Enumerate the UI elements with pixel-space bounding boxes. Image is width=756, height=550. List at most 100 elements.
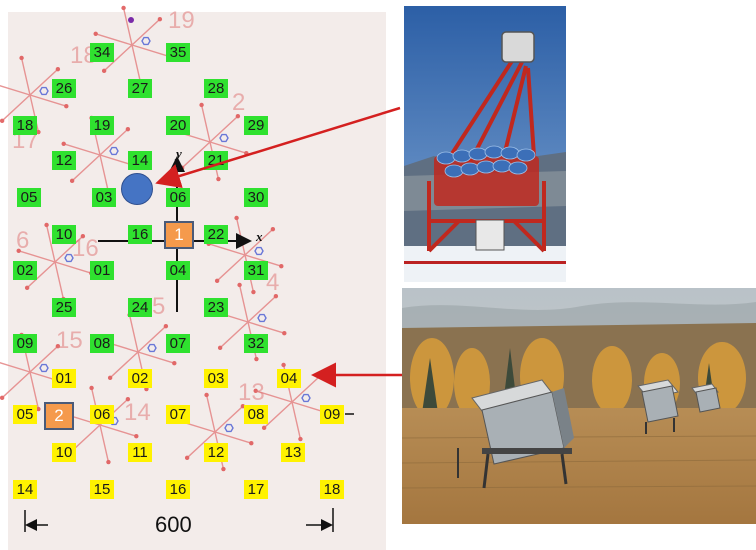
- green-station-22: 22: [204, 225, 228, 244]
- array-node-dot: [234, 215, 239, 221]
- small-telescopes-photo: [402, 288, 756, 524]
- array-link-line: [71, 154, 101, 182]
- green-station-01: 01: [90, 261, 114, 280]
- array-link-line: [99, 154, 110, 193]
- background-cell-number: 16: [72, 235, 99, 262]
- array-node-dot: [106, 459, 111, 465]
- yellow-station-05: 05: [13, 405, 37, 424]
- top-marker-dot: [128, 17, 134, 23]
- array-link-line: [29, 94, 40, 133]
- yellow-station-02: 02: [128, 369, 152, 388]
- detector-hexagon-icon: [301, 393, 311, 403]
- background-cell-number: 15: [56, 327, 83, 354]
- detector-hexagon-icon: [39, 363, 49, 373]
- yellow-station-04: 04: [277, 369, 301, 388]
- array-layout-map: 19 18 2 17 6 16 4 5 15 14 13 34 35 26 27 28 18 19 20 29 12 1…: [0, 5, 386, 550]
- green-station-05: 05: [17, 188, 41, 207]
- array-node-dot: [221, 466, 226, 472]
- array-link-line: [238, 284, 249, 323]
- telescope-marker-1: 1: [164, 221, 194, 249]
- array-node-dot: [0, 395, 5, 401]
- array-link-line: [99, 424, 110, 463]
- array-link-line: [263, 401, 293, 429]
- array-node-dot: [101, 68, 107, 74]
- array-node-dot: [251, 289, 256, 295]
- background-cell-number: 4: [266, 269, 279, 296]
- array-link-line: [255, 390, 293, 403]
- green-station-24: 24: [128, 298, 152, 317]
- array-link-line: [209, 115, 239, 143]
- green-station-32: 32: [244, 334, 268, 353]
- yellow-station-14: 14: [13, 480, 37, 499]
- array-link-line: [45, 224, 56, 263]
- array-link-line: [99, 424, 137, 437]
- array-node-dot: [261, 425, 267, 431]
- array-node-dot: [172, 361, 177, 366]
- array-link-line: [54, 261, 92, 274]
- array-node-dot: [55, 343, 61, 349]
- yellow-station-07: 07: [166, 405, 190, 424]
- background-cell-number: 14: [124, 399, 151, 426]
- array-node-dot: [93, 31, 98, 36]
- large-telescope-photo: [404, 6, 566, 282]
- array-node-dot: [254, 356, 259, 362]
- detector-hexagon-icon: [224, 423, 234, 433]
- array-link-line: [131, 44, 142, 83]
- array-node-dot: [249, 441, 254, 446]
- green-station-08: 08: [90, 334, 114, 353]
- array-node-dot: [273, 293, 279, 299]
- green-station-03: 03: [92, 188, 116, 207]
- background-cell-number: 13: [238, 379, 265, 406]
- yellow-station-15: 15: [90, 480, 114, 499]
- array-node-dot: [80, 233, 86, 239]
- array-link-line: [209, 141, 247, 154]
- green-station-07: 07: [166, 334, 190, 353]
- yellow-station-12: 12: [204, 443, 228, 462]
- array-node-dot: [36, 129, 41, 135]
- detector-hexagon-icon: [141, 36, 151, 46]
- array-link-line: [1, 94, 31, 122]
- scale-distance-label: 600: [155, 512, 192, 537]
- yellow-station-06: 06: [90, 405, 114, 424]
- background-cell-number: 5: [152, 293, 165, 320]
- array-link-line: [103, 44, 133, 72]
- yellow-station-03: 03: [204, 369, 228, 388]
- array-node-dot: [214, 278, 220, 284]
- array-link-line: [109, 351, 139, 379]
- array-node-dot: [107, 375, 113, 381]
- array-node-dot: [235, 113, 241, 119]
- array-node-dot: [298, 436, 303, 442]
- array-node-dot: [55, 66, 61, 72]
- detector-hexagon-icon: [254, 246, 264, 256]
- array-link-line: [26, 261, 56, 289]
- y-axis-label: y: [176, 146, 182, 161]
- array-node-dot: [44, 222, 49, 228]
- array-node-dot: [69, 178, 75, 184]
- array-link-line: [291, 401, 302, 440]
- yellow-station-11: 11: [128, 443, 152, 462]
- green-station-35: 35: [166, 43, 190, 62]
- yellow-station-10: 10: [52, 443, 76, 462]
- array-node-dot: [19, 55, 24, 61]
- array-link-line: [1, 371, 31, 399]
- array-node-dot: [199, 102, 204, 108]
- green-station-10: 10: [52, 225, 76, 244]
- array-link-line: [205, 394, 216, 433]
- green-station-26: 26: [52, 79, 76, 98]
- array-link-line: [29, 371, 40, 410]
- yellow-station-18: 18: [320, 480, 344, 499]
- array-node-dot: [16, 248, 21, 253]
- detector-hexagon-icon: [219, 133, 229, 143]
- array-node-dot: [24, 285, 30, 291]
- array-link-line: [63, 143, 101, 156]
- array-link-line: [186, 431, 216, 459]
- array-node-dot: [121, 5, 126, 11]
- array-node-dot: [253, 388, 258, 393]
- x-axis-label: x: [256, 229, 263, 244]
- array-node-dot: [279, 264, 284, 269]
- array-link-line: [131, 44, 169, 57]
- array-link-line: [95, 33, 133, 46]
- array-node-dot: [184, 455, 190, 461]
- detector-hexagon-icon: [109, 146, 119, 156]
- array-link-line: [131, 18, 161, 46]
